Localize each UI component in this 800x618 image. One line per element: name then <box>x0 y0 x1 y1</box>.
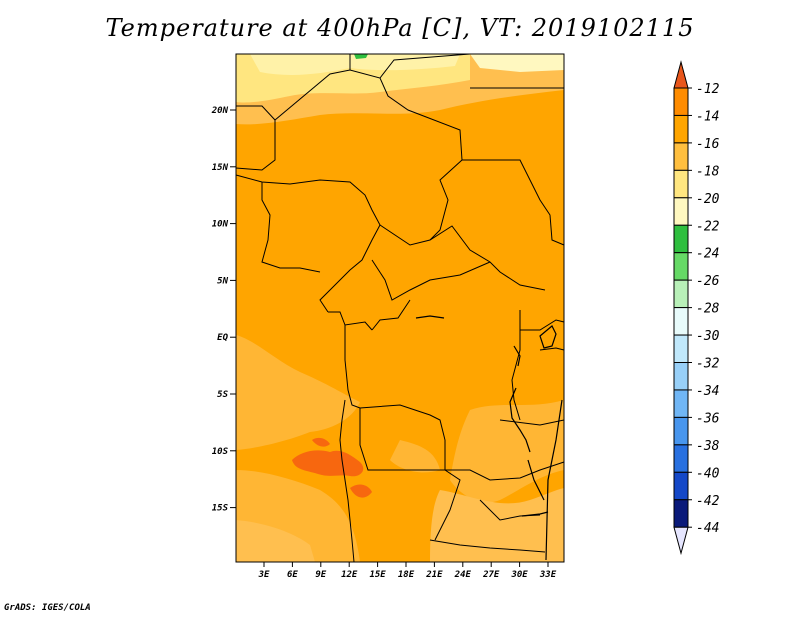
colorbar-label: -44 <box>696 521 719 536</box>
lat-tick-label: 10N <box>212 220 229 230</box>
colorbar-swatch <box>673 197 689 226</box>
colorbar-swatch <box>673 224 689 254</box>
colorbar-swatch <box>673 87 689 116</box>
lon-tick-label: 9E <box>315 570 326 580</box>
map-frame <box>235 53 565 563</box>
colorbar-swatch <box>673 307 689 336</box>
colorbar-swatch <box>673 416 689 446</box>
lon-tick-label: 24E <box>454 570 472 580</box>
lat-tick-label: EQ <box>217 333 228 343</box>
lake-outlines <box>415 315 563 561</box>
colorbar-label: -12 <box>696 82 720 97</box>
map-title: Temperature at 400hPa [C], VT: 201910211… <box>105 14 695 42</box>
colorbar-label: -16 <box>696 137 720 152</box>
lat-tick-label: 15S <box>212 504 229 514</box>
colorbar-swatch <box>673 471 689 501</box>
lat-tick-label: 15N <box>212 163 229 173</box>
lon-tick-label: 33E <box>539 570 557 580</box>
lon-tick-label: 30E <box>510 570 528 580</box>
lon-tick-label: 12E <box>341 570 358 580</box>
lon-tick-label: 27E <box>482 570 500 580</box>
lon-tick-label: 6E <box>287 570 298 580</box>
lat-tick-label: 5S <box>217 390 228 400</box>
colorbar-label: -38 <box>696 439 720 454</box>
latitude-axis: 20N 15N 10N 5N EQ 5S 10S 15S <box>211 106 236 514</box>
longitude-axis: 3E 6E 9E 12E 15E 18E 21E 24E 27E 30E 33E <box>258 562 557 580</box>
colorbar-label: -32 <box>696 357 720 372</box>
colorbar-swatch <box>673 499 689 528</box>
lat-tick-label: 20N <box>211 106 229 116</box>
colorbar-label: -34 <box>696 384 719 399</box>
colorbar-label: -42 <box>696 494 720 509</box>
colorbar-label: -26 <box>696 274 720 289</box>
colorbar-swatch <box>673 252 689 281</box>
colorbar-swatch <box>673 114 689 144</box>
colorbar-swatch <box>673 389 689 418</box>
colorbar-swatch <box>673 334 689 363</box>
colorbar-label: -24 <box>696 247 719 262</box>
colorbar-top-arrow <box>673 60 689 89</box>
lon-tick-label: 15E <box>369 570 386 580</box>
colorbar-label: -22 <box>696 219 720 234</box>
lon-tick-label: 3E <box>258 570 270 580</box>
colorbar-swatch <box>673 362 689 391</box>
lon-tick-label: 21E <box>425 570 443 580</box>
colorbar-label: -30 <box>696 329 720 344</box>
colorbar-label: -20 <box>696 192 720 207</box>
colorbar-swatch <box>673 142 689 171</box>
lat-tick-label: 10S <box>212 447 229 457</box>
colorbar-swatch <box>673 279 689 309</box>
lat-tick-label: 5N <box>217 276 228 286</box>
colorbar-swatch <box>673 169 689 199</box>
colorbar-label: -14 <box>696 109 719 124</box>
colorbar-label: -40 <box>696 466 720 481</box>
colorbar-swatch <box>673 444 689 473</box>
temperature-field <box>236 54 564 562</box>
colorbar-label: -36 <box>696 411 720 426</box>
colorbar-label: -28 <box>696 302 720 317</box>
colorbar-bottom-arrow <box>673 526 689 556</box>
colorbar: -12 -14 -16 -18 -20 -22 -24 -26 -28 -30 -32 -34 -36 -… <box>673 60 720 556</box>
lon-tick-label: 18E <box>398 570 415 580</box>
colorbar-label: -18 <box>696 164 720 179</box>
credit-text: GrADS: IGES/COLA <box>4 603 91 613</box>
